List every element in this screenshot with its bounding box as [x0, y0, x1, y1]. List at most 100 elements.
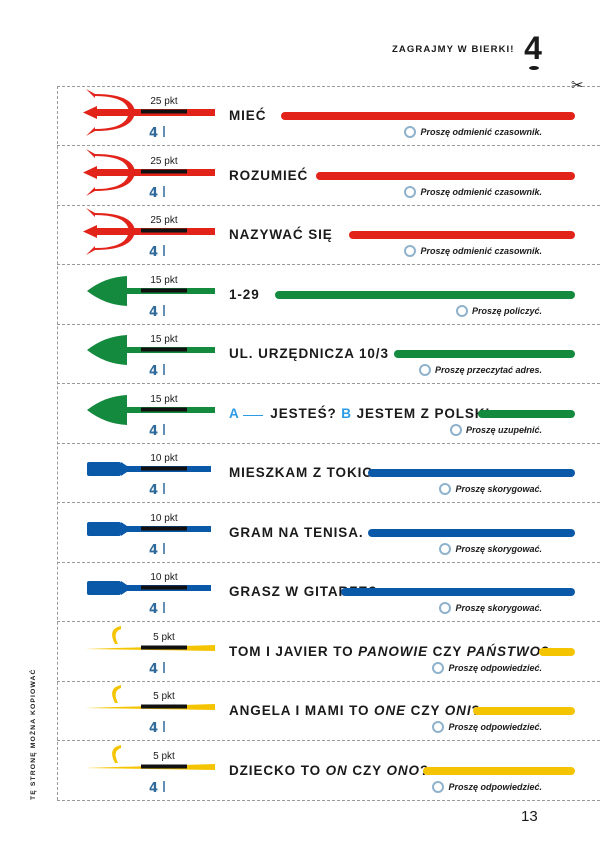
spear-icon: 4 — [87, 275, 215, 320]
instruction-text: Proszę odmienić czasownik. — [420, 186, 542, 197]
card-points: 15 pkt — [150, 393, 178, 405]
prompt-segment: GRASZ W GITARZE? — [229, 584, 378, 599]
chapter-number-underline — [529, 66, 539, 70]
stick-number-icon: 4 — [149, 721, 158, 736]
hook-icon: 4 — [85, 685, 215, 736]
card-instruction: Proszę skorygować. — [439, 542, 542, 555]
card-prompt: MIESZKAM Z TOKIO. — [229, 465, 378, 480]
prompt-segment: GRAM NA TENISA. — [229, 524, 364, 540]
prompt-segment: CZY — [406, 703, 445, 718]
card-instruction: Proszę odpowiedzieć. — [432, 661, 542, 674]
card-color-line — [423, 766, 575, 775]
circle-icon — [432, 721, 445, 733]
instruction-text: Proszę odmienić czasownik. — [420, 127, 542, 137]
instruction-text: Proszę odpowiedzieć. — [448, 662, 542, 673]
circle-icon — [432, 661, 445, 674]
card-color-line — [539, 647, 575, 656]
prompt-segment: MIESZKAM Z TOKIO. — [229, 465, 379, 480]
card: 4 10 pkt GRAM NA TENISA. Proszę skorygować. — [57, 503, 600, 563]
card-points: 5 pkt — [153, 631, 175, 643]
card-color-line — [368, 528, 575, 537]
spear-icon: 4 — [87, 335, 215, 379]
card-instruction: Proszę uzupełnić. — [449, 423, 542, 436]
prompt-segment: ONI — [444, 703, 472, 718]
card-points: 15 pkt — [150, 334, 178, 345]
card: 4 25 pkt MIEĆ Proszę odmienić czasownik. — [57, 86, 600, 146]
card-color-line — [394, 350, 575, 358]
stick-number-icon: 4 — [149, 543, 158, 558]
card-color-line — [281, 112, 575, 120]
page-header-title: ZAGRAJMY W BIERKI! — [392, 44, 515, 55]
card-instruction: Proszę odpowiedzieć. — [432, 721, 542, 733]
circle-icon — [449, 423, 462, 436]
card: 4 10 pkt MIESZKAM Z TOKIO. Proszę skorygowa… — [57, 443, 600, 503]
card: 4 5 pkt DZIECKO TO ON CZY ONO? Proszę odpow… — [57, 741, 600, 801]
prompt-segment: UL. URZĘDNICZA 10/3 — [229, 346, 389, 361]
card: 4 15 pkt 1-29 Proszę policzyć. — [57, 265, 600, 325]
card-instruction: Proszę przeczytać adres. — [418, 364, 542, 376]
card: 4 15 pkt A JESTEŚ? B JESTEM Z POLSKI. Prosz… — [57, 384, 600, 444]
card-points: 25 pkt — [150, 96, 178, 107]
stick-number-icon: 4 — [149, 245, 158, 260]
card-instruction: Proszę skorygować. — [439, 483, 542, 495]
prompt-segment: MIEĆ — [229, 108, 267, 123]
card: 4 25 pkt NAZYWAĆ SIĘ Proszę odmienić czasow… — [57, 205, 600, 265]
stick-number-icon: 4 — [149, 602, 158, 617]
instruction-text: Proszę odpowiedzieć. — [448, 781, 542, 792]
card-color-line — [341, 588, 575, 596]
card-prompt: ROZUMIEĆ — [229, 168, 308, 183]
instruction-text: Proszę skorygować. — [455, 603, 542, 613]
card-prompt: UL. URZĘDNICZA 10/3 — [229, 346, 389, 361]
stick-number-icon: 4 — [149, 126, 158, 141]
card-color-line — [316, 171, 575, 180]
card-prompt: GRASZ W GITARZE? — [229, 584, 377, 599]
card-points: 25 pkt — [150, 155, 178, 167]
card-instruction: Proszę odpowiedzieć. — [432, 780, 542, 793]
trident-icon: 4 — [83, 89, 215, 141]
prompt-segment: DZIECKO TO — [229, 762, 326, 778]
card-points: 15 pkt — [150, 274, 178, 286]
circle-icon — [404, 185, 417, 198]
stick-number-icon: 4 — [149, 364, 158, 379]
instruction-text: Proszę uzupełnić. — [465, 424, 542, 435]
trident-icon: 4 — [83, 208, 215, 260]
sword-icon: 4 — [87, 521, 211, 558]
card-instruction: Proszę policzyć. — [455, 304, 542, 317]
prompt-segment: B — [341, 405, 352, 421]
card: 4 10 pkt GRASZ W GITARZE? Proszę skorygować… — [57, 562, 600, 622]
hook-icon: 4 — [85, 744, 215, 796]
card-color-line — [275, 290, 575, 299]
card-prompt: GRAM NA TENISA. — [229, 525, 364, 540]
page-number: 13 — [521, 808, 538, 825]
chapter-number: 4 — [524, 30, 542, 66]
card: 4 5 pkt TOM I JAVIER TO PANOWIE CZY PAŃSTW… — [57, 622, 600, 682]
circle-icon — [439, 483, 452, 495]
stick-number-icon: 4 — [149, 186, 158, 201]
card-color-line — [349, 231, 575, 239]
prompt-segment: PAŃSTWO — [466, 643, 542, 659]
card-prompt: ANGELA I MAMI TO ONE CZY ONI? — [229, 703, 481, 718]
prompt-segment: CZY — [427, 643, 467, 659]
scissors-icon: ✂ — [571, 77, 584, 94]
sword-icon: 4 — [87, 462, 211, 498]
card-color-line — [473, 707, 575, 715]
card-points: 10 pkt — [150, 572, 178, 583]
card-points: 5 pkt — [153, 750, 175, 762]
prompt-segment: ANGELA I MAMI TO — [229, 703, 375, 718]
prompt-segment: CZY — [347, 762, 387, 778]
stick-number-icon: 4 — [149, 781, 158, 796]
stick-number-icon: 4 — [149, 662, 158, 677]
card-prompt: NAZYWAĆ SIĘ — [229, 227, 333, 242]
prompt-segment: ONE — [374, 703, 407, 718]
prompt-segment: A — [229, 405, 240, 421]
card-instruction: Proszę skorygować. — [439, 602, 542, 614]
instruction-text: Proszę odmienić czasownik. — [420, 246, 542, 256]
card-instruction: Proszę odmienić czasownik. — [404, 245, 542, 257]
prompt-segment: 1-29 — [229, 286, 260, 302]
circle-icon — [455, 304, 468, 317]
circle-icon — [404, 126, 417, 138]
circle-icon — [432, 780, 445, 793]
instruction-text: Proszę skorygować. — [455, 543, 542, 554]
card-prompt: TOM I JAVIER TO PANOWIE CZY PAŃSTWO? — [229, 644, 550, 659]
instruction-text: Proszę odpowiedzieć. — [448, 722, 542, 732]
